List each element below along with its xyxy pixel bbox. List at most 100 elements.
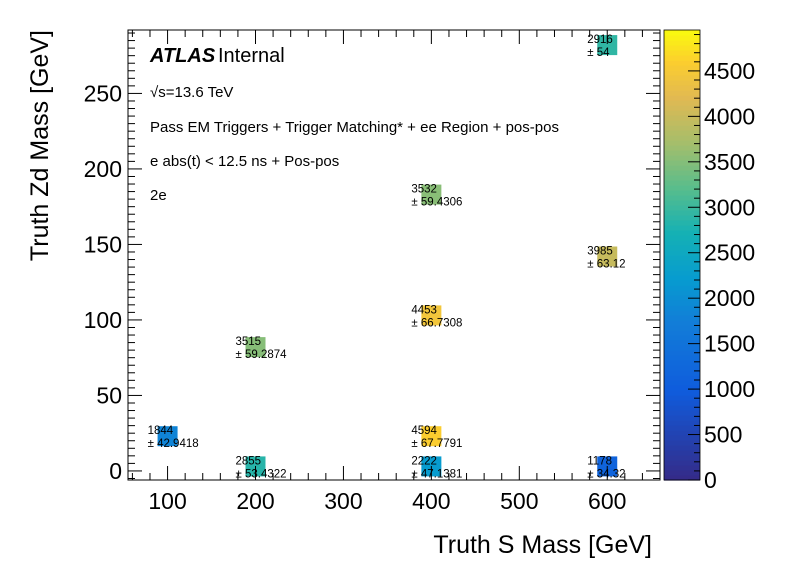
color-scale-segment bbox=[664, 430, 700, 436]
cell-error-label: ± 67.7791 bbox=[411, 438, 462, 450]
z-tick-label: 2500 bbox=[704, 240, 755, 266]
x-tick-label: 600 bbox=[588, 488, 626, 514]
color-scale-segment bbox=[664, 40, 700, 46]
color-scale-segment bbox=[664, 370, 700, 376]
z-tick-label: 500 bbox=[704, 422, 742, 448]
color-scale-segment bbox=[664, 105, 700, 111]
cell-error-label: ± 53.4322 bbox=[236, 468, 287, 480]
color-scale-segment bbox=[664, 110, 700, 116]
color-scale-segment bbox=[664, 435, 700, 441]
color-scale-segment bbox=[664, 65, 700, 71]
cell-value-label: 4594 bbox=[411, 425, 437, 437]
cell-error-label: ± 66.7308 bbox=[411, 317, 462, 329]
color-scale-segment bbox=[664, 320, 700, 326]
cell-error-label: ± 59.2874 bbox=[236, 349, 288, 361]
cell-value-label: 3515 bbox=[236, 336, 262, 348]
color-scale-segment bbox=[664, 225, 700, 231]
color-scale-segment bbox=[664, 140, 700, 146]
color-scale-segment bbox=[664, 35, 700, 41]
x-tick-label: 200 bbox=[236, 488, 274, 514]
color-scale-segment bbox=[664, 150, 700, 156]
color-scale-segment bbox=[664, 75, 700, 81]
cell-error-label: ± 42.9418 bbox=[148, 438, 199, 450]
y-tick-label: 250 bbox=[84, 80, 122, 106]
selection-line-3: 2e bbox=[150, 187, 167, 204]
color-scale-segment bbox=[664, 360, 700, 366]
color-scale-segment bbox=[664, 475, 700, 481]
cell-value-label: 3985 bbox=[587, 246, 613, 258]
color-scale-segment bbox=[664, 340, 700, 346]
cell-error-label: ± 47.1381 bbox=[411, 468, 462, 480]
color-scale-segment bbox=[664, 325, 700, 331]
color-scale-segment bbox=[664, 85, 700, 91]
cell-error-label: ± 59.4306 bbox=[411, 197, 462, 209]
color-scale-segment bbox=[664, 180, 700, 186]
cell-value-label: 1844 bbox=[148, 425, 174, 437]
x-axis-ticks: 100 200 300 400 500 600 bbox=[131, 30, 661, 514]
color-scale-segment bbox=[664, 310, 700, 316]
color-scale-segment bbox=[664, 415, 700, 421]
color-scale-segment bbox=[664, 170, 700, 176]
x-tick-label: 500 bbox=[500, 488, 538, 514]
color-scale-segment bbox=[664, 145, 700, 151]
color-scale-segment bbox=[664, 355, 700, 361]
color-scale-segment bbox=[664, 30, 700, 36]
internal-label: Internal bbox=[218, 45, 285, 67]
color-scale-segment bbox=[664, 190, 700, 196]
color-scale-segment bbox=[664, 335, 700, 341]
cell-value-label: 4453 bbox=[411, 304, 437, 316]
cell-error-label: ± 63.12 bbox=[587, 259, 625, 271]
color-scale-segment bbox=[664, 120, 700, 126]
color-scale-segment bbox=[664, 450, 700, 456]
color-scale-segment bbox=[664, 160, 700, 166]
color-scale-segment bbox=[664, 130, 700, 136]
color-scale-segment bbox=[664, 305, 700, 311]
color-scale-ticks: 0 500 1000 1500 2000 2500 3000 3500 4000 4500 bbox=[688, 34, 755, 493]
color-scale-segment bbox=[664, 100, 700, 106]
color-scale-segment bbox=[664, 460, 700, 466]
color-scale-segment bbox=[664, 220, 700, 226]
color-scale-segment bbox=[664, 420, 700, 426]
color-scale-segment bbox=[664, 295, 700, 301]
selection-line-2: e abs(t) < 12.5 ns + Pos-pos bbox=[150, 153, 339, 170]
color-scale-segment bbox=[664, 275, 700, 281]
x-axis-title: Truth S Mass [GeV] bbox=[433, 531, 652, 559]
heatmap-cell bbox=[597, 246, 618, 267]
color-scale-segment bbox=[664, 90, 700, 96]
color-scale-segment bbox=[664, 115, 700, 121]
color-scale-segment bbox=[664, 205, 700, 211]
color-scale-segment bbox=[664, 50, 700, 56]
color-scale-segment bbox=[664, 230, 700, 236]
color-scale-segment bbox=[664, 395, 700, 401]
color-scale-segment bbox=[664, 60, 700, 66]
color-scale-segment bbox=[664, 260, 700, 266]
heatmap-cell bbox=[421, 426, 442, 447]
y-tick-label: 100 bbox=[84, 307, 122, 333]
y-tick-label: 200 bbox=[84, 156, 122, 182]
color-scale-segment bbox=[664, 185, 700, 191]
color-scale-segment bbox=[664, 155, 700, 161]
heatmap-cells bbox=[157, 35, 618, 477]
color-scale-segment bbox=[664, 400, 700, 406]
color-scale-segment bbox=[664, 55, 700, 61]
color-scale-segment bbox=[664, 285, 700, 291]
color-scale-bar bbox=[663, 29, 701, 481]
z-tick-label: 0 bbox=[704, 467, 717, 493]
cell-value-label: 2916 bbox=[587, 34, 613, 46]
atlas-label: ATLAS bbox=[149, 45, 216, 67]
y-tick-label: 150 bbox=[84, 231, 122, 257]
x-tick-label: 400 bbox=[412, 488, 450, 514]
color-scale-segment bbox=[664, 385, 700, 391]
annotation-block: ATLAS Internal √s=13.6 TeV Pass EM Trigg… bbox=[149, 45, 559, 204]
y-axis-ticks: 0 50 100 150 200 250 bbox=[84, 32, 660, 484]
y-axis-title: Truth Zd Mass [GeV] bbox=[26, 30, 54, 261]
z-tick-label: 3000 bbox=[704, 194, 755, 220]
color-scale-segment bbox=[664, 270, 700, 276]
color-scale-segment bbox=[664, 465, 700, 471]
cell-error-label: ± 34.32 bbox=[587, 468, 625, 480]
heatmap-cell bbox=[245, 337, 266, 358]
heatmap-cell bbox=[421, 305, 442, 326]
color-scale-segment bbox=[664, 445, 700, 451]
color-scale-segment bbox=[664, 330, 700, 336]
